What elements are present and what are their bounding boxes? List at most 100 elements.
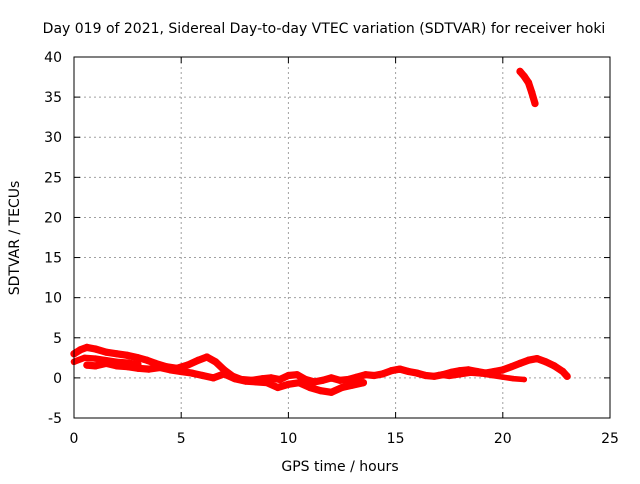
x-tick-label: 25 (601, 431, 619, 447)
data-point (156, 363, 164, 372)
x-tick-label: 0 (70, 431, 79, 447)
data-point (184, 361, 192, 369)
data-series (70, 67, 571, 396)
data-point (327, 374, 335, 382)
data-point (134, 354, 142, 362)
y-tick-label: 25 (44, 170, 62, 186)
data-point (209, 374, 217, 382)
data-point (83, 343, 91, 351)
data-point (499, 366, 507, 374)
data-point (528, 88, 536, 96)
data-point (124, 351, 132, 359)
x-axis-label: GPS time / hours (281, 459, 398, 475)
data-point (92, 355, 99, 362)
data-point (362, 371, 370, 379)
data-point (396, 365, 404, 373)
data-point (435, 371, 442, 378)
data-point (203, 353, 211, 361)
data-point (252, 378, 260, 386)
data-point (91, 345, 99, 353)
y-tick-label: 20 (44, 210, 62, 226)
data-point (524, 356, 533, 364)
data-point (550, 362, 558, 370)
data-point (83, 361, 91, 369)
data-point (520, 72, 528, 80)
data-point (542, 358, 550, 366)
data-point (379, 370, 387, 378)
data-point (387, 367, 395, 375)
data-point (241, 377, 250, 385)
y-tick-label: 35 (44, 90, 62, 106)
data-point (507, 363, 515, 371)
data-point (319, 376, 327, 384)
y-tick-label: 15 (44, 251, 62, 267)
data-point (457, 371, 463, 378)
data-point (81, 354, 88, 361)
data-point (413, 369, 421, 377)
data-point (516, 359, 524, 367)
data-point (467, 370, 474, 376)
y-tick-label: -5 (48, 411, 62, 427)
data-point (524, 79, 533, 87)
x-tick-label: 20 (494, 431, 512, 447)
data-point (306, 383, 314, 392)
data-point (102, 348, 110, 356)
y-tick-label: 30 (44, 130, 62, 146)
data-point (422, 371, 430, 380)
data-point (263, 379, 271, 387)
data-point (404, 367, 413, 376)
data-point (276, 375, 284, 384)
data-point (76, 346, 84, 354)
data-point (559, 367, 567, 376)
data-point (478, 371, 485, 377)
data-point (359, 379, 367, 387)
data-point (231, 375, 239, 383)
data-point (103, 357, 110, 364)
data-point (194, 356, 202, 364)
plot-frame (73, 56, 611, 419)
data-point (267, 374, 275, 382)
data-point (143, 356, 151, 364)
data-point (489, 372, 495, 379)
data-point (274, 383, 282, 392)
data-point (349, 381, 357, 389)
data-point (521, 376, 527, 383)
data-point (344, 375, 352, 384)
data-point (310, 378, 318, 386)
data-point (177, 367, 185, 376)
data-point (124, 359, 131, 366)
y-tick-label: 0 (53, 371, 62, 387)
data-point (284, 371, 292, 380)
data-point (336, 376, 344, 384)
data-point (317, 387, 325, 395)
data-point (284, 380, 292, 388)
chart-title: Day 019 of 2021, Sidereal Day-to-day VTE… (43, 21, 606, 37)
y-axis-label: SDTVAR / TECUs (7, 181, 23, 296)
x-tick-label: 5 (177, 431, 186, 447)
y-tick-label: 40 (44, 50, 62, 66)
data-point (295, 379, 303, 387)
x-tick-label: 15 (387, 431, 405, 447)
x-tick-label: 10 (279, 431, 297, 447)
data-point (211, 358, 220, 366)
data-point (135, 361, 142, 368)
data-point (338, 383, 346, 392)
data-point (500, 374, 506, 380)
data-point (370, 371, 378, 380)
data-point (510, 375, 517, 382)
data-point (199, 371, 207, 380)
data-point (220, 370, 228, 378)
y-tick-label: 10 (44, 291, 62, 307)
data-point (188, 369, 196, 377)
data-point (533, 355, 541, 363)
data-point (531, 99, 539, 108)
data-point (516, 67, 524, 75)
data-point (293, 371, 301, 379)
data-point (91, 362, 99, 370)
data-point (353, 373, 361, 381)
axis-ticks: 0 5 10 15 20 25 -5 0 5 10 15 20 25 30 35 40 (44, 50, 619, 447)
data-point (113, 350, 121, 358)
